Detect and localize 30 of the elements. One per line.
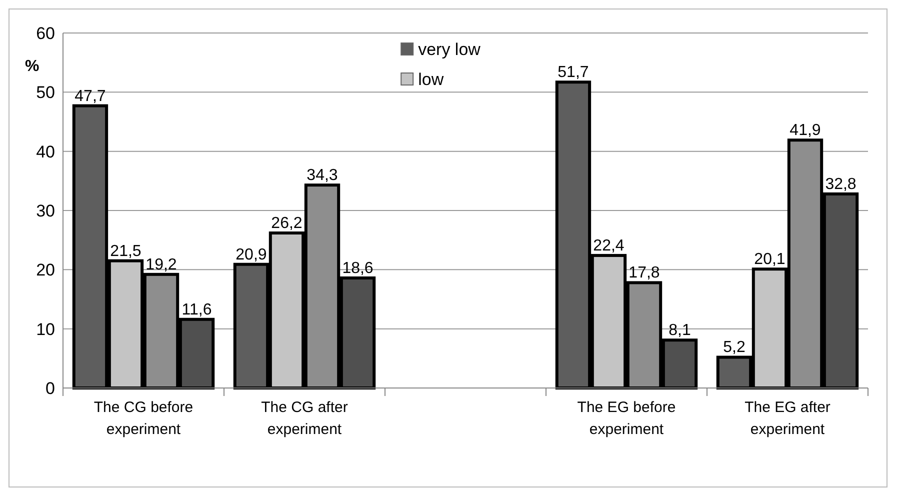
data-label: 51,7 bbox=[558, 64, 589, 82]
y-tick-label: 30 bbox=[36, 202, 55, 220]
data-label: 34,3 bbox=[306, 167, 338, 184]
x-tick-label: The CG after experiment bbox=[261, 399, 348, 438]
data-label: 8,1 bbox=[668, 322, 691, 340]
y-tick-label: 10 bbox=[36, 320, 55, 339]
data-label: 11,6 bbox=[182, 301, 212, 318]
data-label: 22,4 bbox=[593, 237, 624, 254]
data-label: 20,1 bbox=[754, 251, 786, 268]
y-tick-label: 60 bbox=[36, 24, 55, 43]
x-tick-label: The CG before experiment bbox=[94, 399, 194, 438]
data-label: 32,8 bbox=[825, 176, 856, 193]
y-tick-label: 40 bbox=[36, 142, 55, 162]
y-tick-label: 20 bbox=[36, 260, 55, 280]
y-tick-label: 0 bbox=[46, 379, 55, 398]
legend-label: low bbox=[418, 70, 444, 89]
data-label: 18,6 bbox=[342, 260, 374, 277]
data-label: 20,9 bbox=[236, 246, 267, 264]
y-axis-title: % bbox=[25, 58, 40, 75]
data-label: 41,9 bbox=[790, 122, 821, 140]
data-label: 26,2 bbox=[271, 214, 302, 232]
x-tick-label: The EG after experiment bbox=[744, 399, 830, 438]
legend-label: very low bbox=[418, 40, 482, 59]
x-tick-label: The EG before experiment bbox=[577, 399, 676, 438]
data-label: 19,2 bbox=[146, 256, 177, 274]
data-label: 47,7 bbox=[74, 88, 106, 105]
data-label: 17,8 bbox=[628, 264, 660, 282]
y-tick-label: 50 bbox=[36, 83, 55, 102]
data-label: 21,5 bbox=[110, 242, 142, 260]
data-label: 5,2 bbox=[723, 339, 746, 356]
